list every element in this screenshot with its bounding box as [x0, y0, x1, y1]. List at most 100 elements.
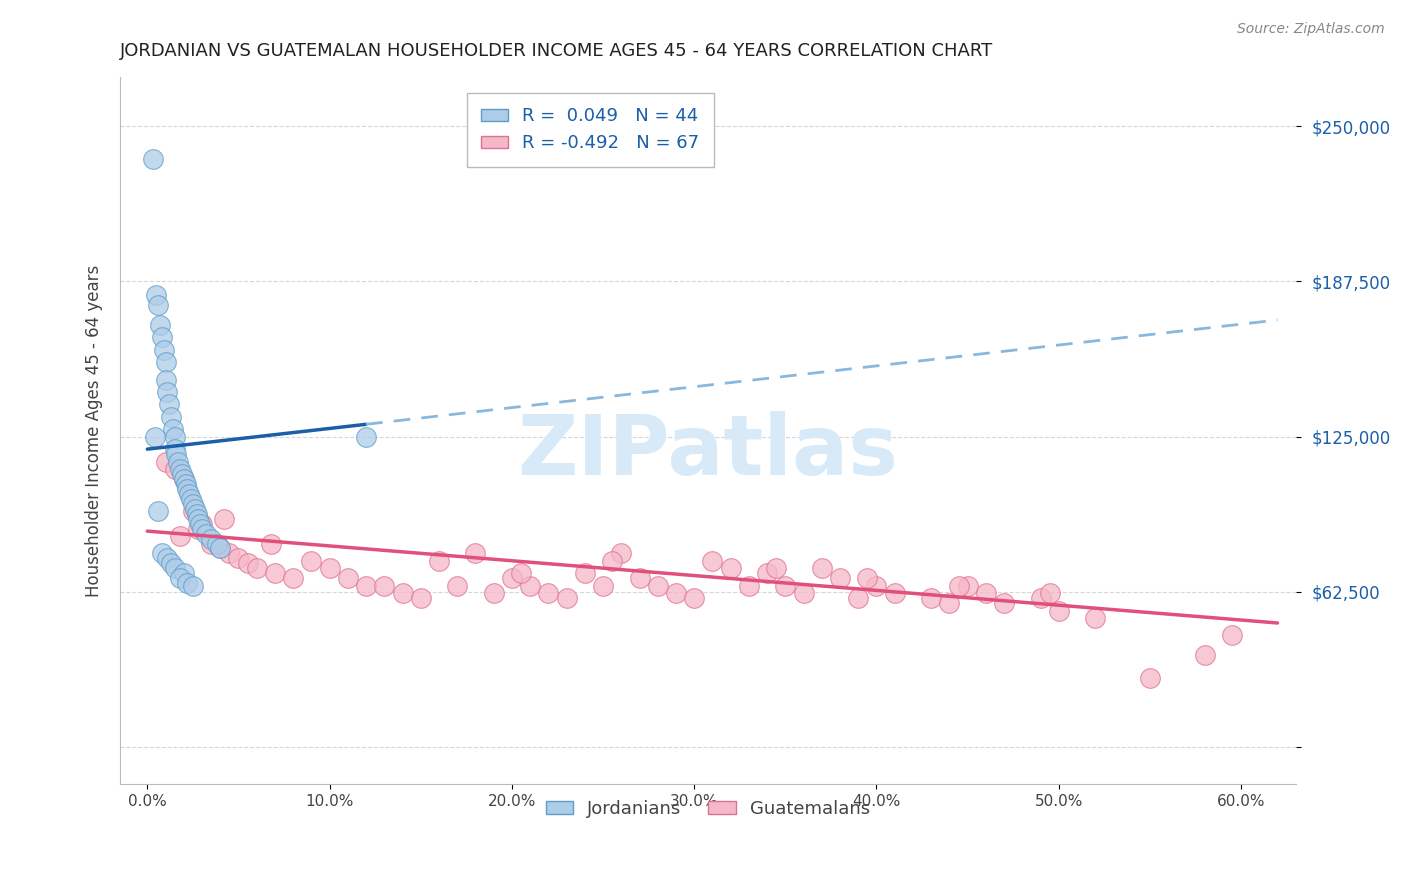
- Point: [200, 536, 222, 550]
- Point: [938, 596, 960, 610]
- Point: [162, 422, 184, 436]
- Point: [318, 561, 340, 575]
- Point: [738, 579, 761, 593]
- Point: [610, 546, 633, 560]
- Point: [756, 566, 779, 581]
- Point: [647, 579, 669, 593]
- Point: [793, 586, 815, 600]
- Point: [720, 561, 742, 575]
- Point: [173, 566, 195, 581]
- Point: [683, 591, 706, 606]
- Point: [187, 522, 209, 536]
- Point: [555, 591, 578, 606]
- Point: [155, 355, 177, 369]
- Point: [163, 442, 186, 457]
- Point: [956, 579, 979, 593]
- Point: [592, 579, 614, 593]
- Point: [1139, 671, 1161, 685]
- Point: [974, 586, 997, 600]
- Point: [865, 579, 887, 593]
- Point: [145, 288, 167, 302]
- Point: [246, 561, 269, 575]
- Point: [183, 501, 205, 516]
- Point: [1220, 628, 1243, 642]
- Point: [186, 507, 208, 521]
- Point: [212, 511, 235, 525]
- Text: Source: ZipAtlas.com: Source: ZipAtlas.com: [1237, 22, 1385, 37]
- Point: [160, 557, 183, 571]
- Point: [537, 586, 560, 600]
- Point: [169, 529, 191, 543]
- Point: [194, 526, 217, 541]
- Point: [236, 557, 259, 571]
- Point: [160, 409, 183, 424]
- Point: [446, 579, 468, 593]
- Text: JORDANIAN VS GUATEMALAN HOUSEHOLDER INCOME AGES 45 - 64 YEARS CORRELATION CHART: JORDANIAN VS GUATEMALAN HOUSEHOLDER INCO…: [120, 42, 993, 60]
- Point: [427, 554, 450, 568]
- Point: [920, 591, 942, 606]
- Point: [828, 571, 851, 585]
- Point: [482, 586, 505, 600]
- Point: [574, 566, 596, 581]
- Point: [163, 462, 186, 476]
- Point: [156, 384, 179, 399]
- Point: [510, 566, 533, 581]
- Point: [173, 472, 195, 486]
- Point: [519, 579, 541, 593]
- Point: [336, 571, 359, 585]
- Point: [150, 330, 173, 344]
- Point: [181, 504, 204, 518]
- Point: [155, 373, 177, 387]
- Point: [148, 504, 170, 518]
- Text: ZIPatlas: ZIPatlas: [517, 411, 898, 492]
- Point: [665, 586, 688, 600]
- Point: [299, 554, 322, 568]
- Point: [1029, 591, 1052, 606]
- Point: [373, 579, 395, 593]
- Point: [218, 546, 240, 560]
- Point: [209, 541, 232, 556]
- Point: [176, 576, 198, 591]
- Point: [856, 571, 879, 585]
- Point: [150, 546, 173, 560]
- Point: [191, 516, 214, 531]
- Point: [200, 532, 222, 546]
- Point: [260, 536, 283, 550]
- Point: [179, 487, 201, 501]
- Point: [143, 430, 166, 444]
- Point: [464, 546, 486, 560]
- Point: [281, 571, 304, 585]
- Point: [228, 551, 250, 566]
- Point: [775, 579, 797, 593]
- Point: [156, 551, 179, 566]
- Point: [702, 554, 724, 568]
- Point: [173, 472, 195, 486]
- Point: [180, 491, 202, 506]
- Point: [1084, 611, 1107, 625]
- Point: [152, 343, 174, 357]
- Y-axis label: Householder Income Ages 45 - 64 years: Householder Income Ages 45 - 64 years: [86, 264, 103, 597]
- Point: [163, 430, 186, 444]
- Point: [354, 430, 377, 444]
- Point: [993, 596, 1015, 610]
- Point: [628, 571, 651, 585]
- Point: [169, 571, 191, 585]
- Point: [600, 554, 623, 568]
- Point: [209, 541, 232, 556]
- Point: [181, 579, 204, 593]
- Point: [176, 482, 198, 496]
- Point: [155, 454, 177, 468]
- Point: [354, 579, 377, 593]
- Point: [174, 476, 197, 491]
- Point: [765, 561, 787, 575]
- Point: [191, 522, 214, 536]
- Point: [148, 298, 170, 312]
- Point: [166, 447, 188, 461]
- Point: [188, 516, 211, 531]
- Point: [142, 152, 165, 166]
- Point: [948, 579, 970, 593]
- Point: [391, 586, 413, 600]
- Point: [1047, 604, 1070, 618]
- Point: [846, 591, 869, 606]
- Point: [409, 591, 432, 606]
